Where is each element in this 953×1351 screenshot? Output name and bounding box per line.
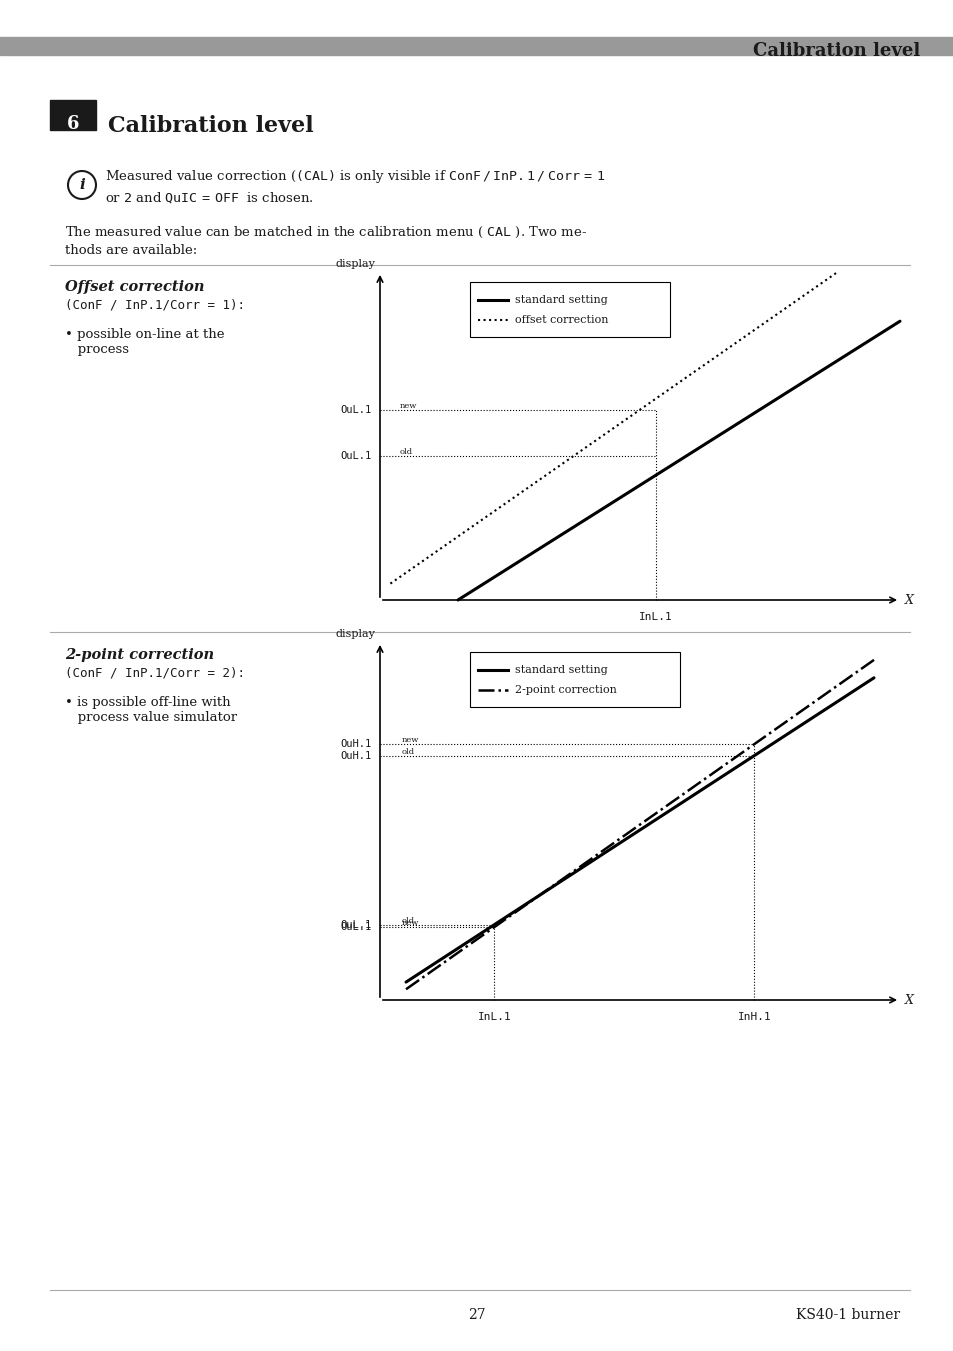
- Text: Measured value correction ($\mathtt{(CAL)}$ is only visible if $\mathtt{ConF\,/\: Measured value correction ($\mathtt{(CAL…: [105, 168, 605, 185]
- Text: 2-point correction: 2-point correction: [65, 648, 213, 662]
- Text: X: X: [904, 993, 913, 1006]
- Text: OuL.1: OuL.1: [340, 920, 372, 929]
- Text: OuL.1: OuL.1: [340, 451, 372, 461]
- Text: display: display: [335, 630, 375, 639]
- Text: or $\mathtt{2}$ and $\mathtt{QuIC\,=\,OFF}$  is chosen.: or $\mathtt{2}$ and $\mathtt{QuIC\,=\,OF…: [105, 190, 314, 205]
- Text: 2-point correction: 2-point correction: [515, 685, 617, 694]
- Text: standard setting: standard setting: [515, 665, 607, 676]
- Text: 27: 27: [468, 1308, 485, 1323]
- Bar: [470, 653, 679, 707]
- Text: new: new: [401, 736, 419, 744]
- Bar: [470, 282, 669, 336]
- Text: The measured value can be matched in the calibration menu ( $\mathtt{CAL}$ ). Tw: The measured value can be matched in the…: [65, 226, 587, 240]
- Text: OuH.1: OuH.1: [340, 751, 372, 761]
- Text: OuH.1: OuH.1: [340, 739, 372, 748]
- Text: old: old: [401, 916, 415, 924]
- Text: Calibration level: Calibration level: [752, 42, 919, 59]
- Bar: [0, 36, 953, 55]
- Text: new: new: [399, 401, 416, 409]
- Text: OuL.1: OuL.1: [340, 405, 372, 415]
- Text: Offset correction: Offset correction: [65, 280, 204, 295]
- Text: new: new: [401, 919, 419, 927]
- Text: standard setting: standard setting: [515, 295, 607, 305]
- Text: display: display: [335, 259, 375, 269]
- Text: InH.1: InH.1: [737, 1012, 770, 1021]
- Text: (ConF / InP.1/Corr = 2):: (ConF / InP.1/Corr = 2):: [65, 666, 245, 680]
- Text: OuL.1: OuL.1: [340, 921, 372, 932]
- Text: (ConF / InP.1/Corr = 1):: (ConF / InP.1/Corr = 1):: [65, 299, 245, 311]
- Text: • is possible off-line with
   process value simulator: • is possible off-line with process valu…: [65, 696, 237, 724]
- Text: thods are available:: thods are available:: [65, 245, 197, 257]
- Text: 6: 6: [67, 115, 79, 132]
- Text: X: X: [904, 593, 913, 607]
- Bar: [50, 100, 96, 130]
- Text: InL.1: InL.1: [639, 612, 672, 621]
- Text: • possible on-line at the
   process: • possible on-line at the process: [65, 328, 224, 357]
- Text: Calibration level: Calibration level: [108, 115, 314, 136]
- Text: offset correction: offset correction: [515, 315, 608, 326]
- Text: i: i: [79, 178, 85, 192]
- Text: old: old: [399, 447, 413, 455]
- Text: InL.1: InL.1: [477, 1012, 511, 1021]
- Text: old: old: [401, 747, 415, 755]
- Text: KS40-1 burner: KS40-1 burner: [795, 1308, 899, 1323]
